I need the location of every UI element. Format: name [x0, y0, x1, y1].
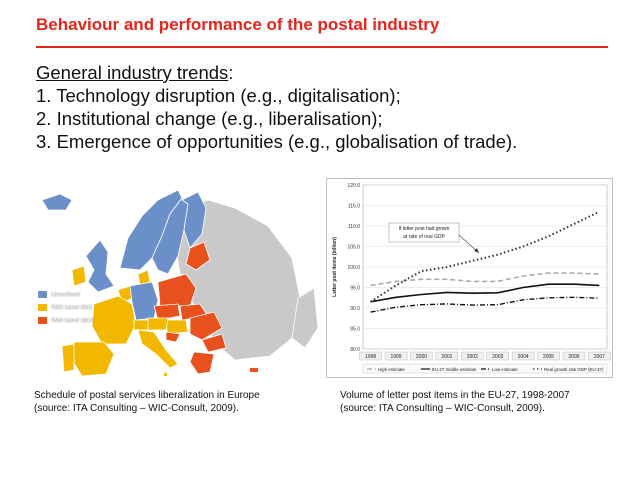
- heading-line: General industry trends:: [36, 61, 517, 84]
- x-tick-box: [486, 351, 509, 361]
- heading-colon: :: [228, 62, 234, 83]
- x-tick-label: 1999: [390, 354, 401, 360]
- x-tick-box: [384, 351, 408, 361]
- bullet-2: 2. Institutional change (e.g., liberalis…: [36, 108, 383, 129]
- series-line-4: [370, 210, 600, 303]
- bullet-3: 3. Emergence of opportunities (e.g., glo…: [36, 131, 518, 152]
- y-tick-label: 90.0: [350, 306, 360, 312]
- legend-label: Liberalised: [51, 291, 81, 298]
- x-tick-box: [537, 351, 560, 361]
- x-tick-label: 2004: [518, 354, 529, 360]
- legend-label: FMO latest 2013: [51, 317, 93, 324]
- y-tick-label: 105.0: [347, 245, 360, 251]
- x-tick-box: [461, 351, 484, 361]
- x-tick-label: 2005: [543, 354, 554, 360]
- annotation-text-line-2: at rate of real GDP: [403, 234, 445, 240]
- y-tick-label: 110.0: [348, 224, 360, 230]
- legend-swatch-blue: [38, 291, 47, 298]
- heading: General industry trends: [36, 62, 229, 83]
- x-tick-box: [562, 351, 586, 361]
- series-line-2: [370, 283, 600, 303]
- x-tick-label: 2003: [492, 354, 503, 360]
- annotation-text-line-1: If letter post had grown: [399, 226, 450, 232]
- chart-svg: 80.0 85.0 90.0 95.0 100.0 105.0 110.0 115.0 120.…: [332, 183, 611, 374]
- x-tick-box: [359, 351, 382, 361]
- chart-caption: Volume of letter post items in the EU-27…: [340, 389, 570, 415]
- bullet-1: 1. Technology disruption (e.g., digitali…: [36, 85, 401, 106]
- x-tick-box: [511, 351, 535, 361]
- legend-swatch-red: [38, 317, 47, 324]
- x-tick-box: [410, 351, 433, 361]
- y-tick-label: 95.0: [350, 286, 360, 292]
- body-text: General industry trends: 1. Technology d…: [36, 61, 517, 153]
- chart-caption-line-2: (source: ITA Consulting – WIC-Consult, 2…: [340, 403, 545, 414]
- x-tick-label: 2007: [594, 354, 605, 360]
- legend-label: FMO latest 2011: [51, 304, 93, 311]
- letter-post-chart: 80.0 85.0 90.0 95.0 100.0 105.0 110.0 115.0 120.…: [326, 178, 613, 378]
- y-tick-label: 115.0: [348, 204, 360, 210]
- annotation-box: [388, 222, 460, 243]
- europe-liberalization-map: Liberalised FMO latest 2011 FMO latest 2…: [30, 178, 318, 378]
- x-tick-label: 2002: [467, 354, 478, 360]
- x-tick-label: 1998: [365, 354, 376, 360]
- map-legend: Liberalised FMO latest 2011 FMO latest 2…: [38, 288, 93, 327]
- x-tick-box: [588, 351, 611, 361]
- y-tick-label: 80.0: [350, 347, 360, 353]
- slide-title: Behaviour and performance of the postal …: [36, 15, 440, 34]
- legend-label: High estimate: [378, 367, 405, 372]
- x-tick-label: 2000: [416, 354, 427, 360]
- y-axis-label: Letter post items (billion): [332, 237, 338, 297]
- legend-item-fmo-2011: FMO latest 2011: [38, 301, 93, 314]
- title-underline: [36, 46, 608, 48]
- legend-label: Low estimate: [492, 367, 518, 372]
- chart-caption-line-1: Volume of letter post items in the EU-27…: [340, 390, 570, 401]
- series-line-3: [370, 296, 600, 313]
- legend-item-liberalised: Liberalised: [38, 288, 93, 301]
- x-tick-label: 2001: [441, 354, 452, 360]
- legend-swatch-yellow: [38, 304, 47, 311]
- x-tick-label: 2006: [568, 354, 579, 360]
- legend-label: EU-27 middle estimate: [432, 367, 477, 372]
- series-line-1: [370, 272, 600, 287]
- y-tick-label: 120.0: [347, 183, 360, 189]
- y-tick-label: 85.0: [350, 327, 360, 333]
- y-tick-label: 100.0: [347, 265, 360, 271]
- map-caption: Schedule of postal services liberalizati…: [34, 389, 260, 415]
- europe-map-graphic: [30, 178, 318, 378]
- legend-item-fmo-2013: FMO latest 2013: [38, 314, 93, 327]
- map-caption-line-1: Schedule of postal services liberalizati…: [34, 390, 260, 401]
- x-tick-box: [435, 351, 459, 361]
- annotation-arrowhead: [474, 248, 479, 253]
- legend-label: Real growth rate GDP (EU-27): [544, 367, 604, 372]
- map-caption-line-2: (source: ITA Consulting – WIC-Consult, 2…: [34, 403, 239, 414]
